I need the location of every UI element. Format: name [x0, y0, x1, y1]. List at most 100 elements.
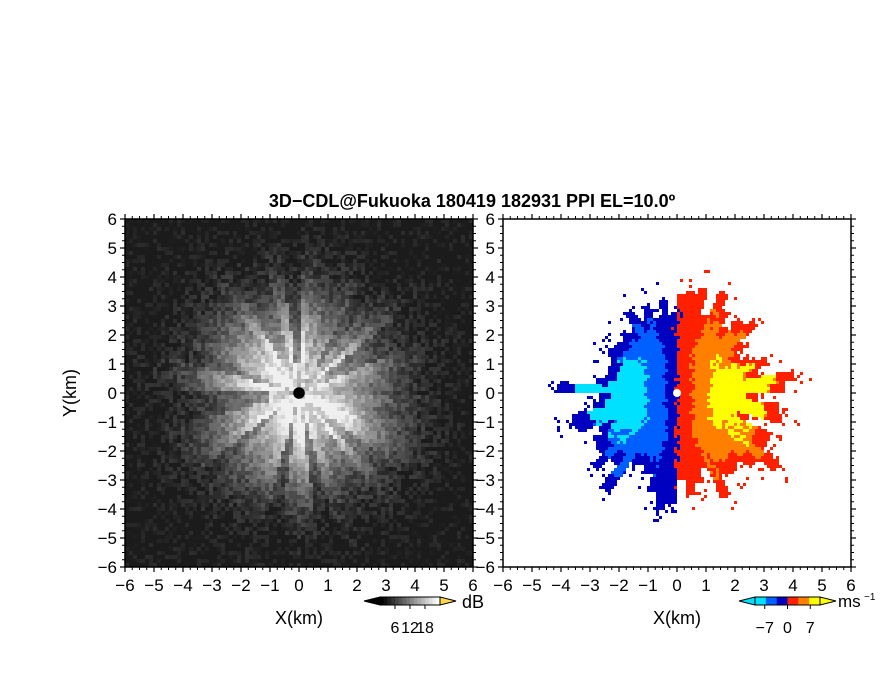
intensity-cell: [197, 259, 201, 263]
intensity-cell: [433, 383, 437, 387]
intensity-cell: [301, 431, 305, 435]
intensity-cell: [329, 367, 333, 371]
intensity-cell: [141, 435, 145, 439]
intensity-cell: [333, 359, 337, 363]
intensity-cell: [261, 427, 265, 431]
intensity-cell: [349, 223, 353, 227]
intensity-cell: [405, 431, 409, 435]
intensity-cell: [269, 275, 273, 279]
intensity-cell: [365, 331, 369, 335]
intensity-cell: [201, 307, 205, 311]
intensity-cell: [289, 331, 293, 335]
intensity-cell: [429, 423, 433, 427]
intensity-cell: [361, 247, 365, 251]
intensity-cell: [317, 339, 321, 343]
intensity-cell: [437, 323, 441, 327]
intensity-cell: [313, 255, 317, 259]
intensity-cell: [145, 391, 149, 395]
intensity-cell: [345, 319, 349, 323]
intensity-cell: [137, 323, 141, 327]
intensity-cell: [181, 415, 185, 419]
intensity-cell: [417, 323, 421, 327]
intensity-cell: [429, 355, 433, 359]
intensity-cell: [285, 307, 289, 311]
intensity-cell: [165, 399, 169, 403]
intensity-cell: [153, 363, 157, 367]
intensity-cell: [241, 239, 245, 243]
intensity-cell: [233, 291, 237, 295]
intensity-cell: [257, 383, 261, 387]
intensity-cell: [193, 235, 197, 239]
intensity-cell: [261, 323, 265, 327]
intensity-cell: [389, 375, 393, 379]
intensity-cell: [281, 443, 285, 447]
intensity-cell: [397, 291, 401, 295]
intensity-cell: [317, 395, 321, 399]
intensity-cell: [209, 419, 213, 423]
intensity-cell: [217, 291, 221, 295]
intensity-cell: [129, 411, 133, 415]
intensity-cell: [237, 347, 241, 351]
intensity-cell: [353, 411, 357, 415]
intensity-cell: [221, 271, 225, 275]
intensity-cell: [409, 383, 413, 387]
intensity-cell: [129, 291, 133, 295]
intensity-cell: [265, 439, 269, 443]
intensity-cell: [249, 395, 253, 399]
intensity-cell: [241, 435, 245, 439]
intensity-cell: [269, 371, 273, 375]
intensity-cell: [325, 407, 329, 411]
intensity-cell: [265, 367, 269, 371]
intensity-cell: [369, 307, 373, 311]
intensity-cell: [281, 295, 285, 299]
intensity-cell: [313, 283, 317, 287]
intensity-cell: [277, 359, 281, 363]
intensity-cell: [209, 251, 213, 255]
intensity-cell: [253, 295, 257, 299]
intensity-cell: [157, 331, 161, 335]
intensity-cell: [217, 407, 221, 411]
intensity-cell: [381, 371, 385, 375]
intensity-cell: [301, 383, 305, 387]
intensity-cell: [157, 295, 161, 299]
intensity-cell: [337, 367, 341, 371]
intensity-cell: [405, 339, 409, 343]
intensity-cell: [369, 235, 373, 239]
intensity-cell: [293, 423, 297, 427]
intensity-cell: [193, 243, 197, 247]
intensity-cell: [197, 359, 201, 363]
intensity-cell: [325, 271, 329, 275]
intensity-cell: [389, 307, 393, 311]
intensity-cell: [325, 255, 329, 259]
intensity-cell: [221, 263, 225, 267]
intensity-cell: [369, 247, 373, 251]
intensity-cell: [177, 271, 181, 275]
intensity-cell: [221, 383, 225, 387]
intensity-cell: [385, 267, 389, 271]
intensity-cell: [205, 271, 209, 275]
intensity-cell: [265, 379, 269, 383]
intensity-cell: [429, 407, 433, 411]
intensity-cell: [285, 347, 289, 351]
intensity-cell: [273, 419, 277, 423]
intensity-cell: [229, 435, 233, 439]
intensity-cell: [257, 315, 261, 319]
intensity-cell: [185, 267, 189, 271]
intensity-cell: [177, 355, 181, 359]
intensity-cell: [277, 355, 281, 359]
intensity-cell: [185, 359, 189, 363]
intensity-cell: [157, 379, 161, 383]
intensity-cell: [405, 323, 409, 327]
intensity-cell: [393, 431, 397, 435]
intensity-cell: [381, 403, 385, 407]
intensity-cell: [401, 327, 405, 331]
intensity-cell: [385, 399, 389, 403]
intensity-cell: [401, 299, 405, 303]
intensity-cell: [369, 407, 373, 411]
intensity-cell: [341, 327, 345, 331]
intensity-cell: [409, 391, 413, 395]
intensity-cell: [393, 419, 397, 423]
intensity-cell: [389, 331, 393, 335]
intensity-cell: [225, 347, 229, 351]
intensity-cell: [241, 347, 245, 351]
